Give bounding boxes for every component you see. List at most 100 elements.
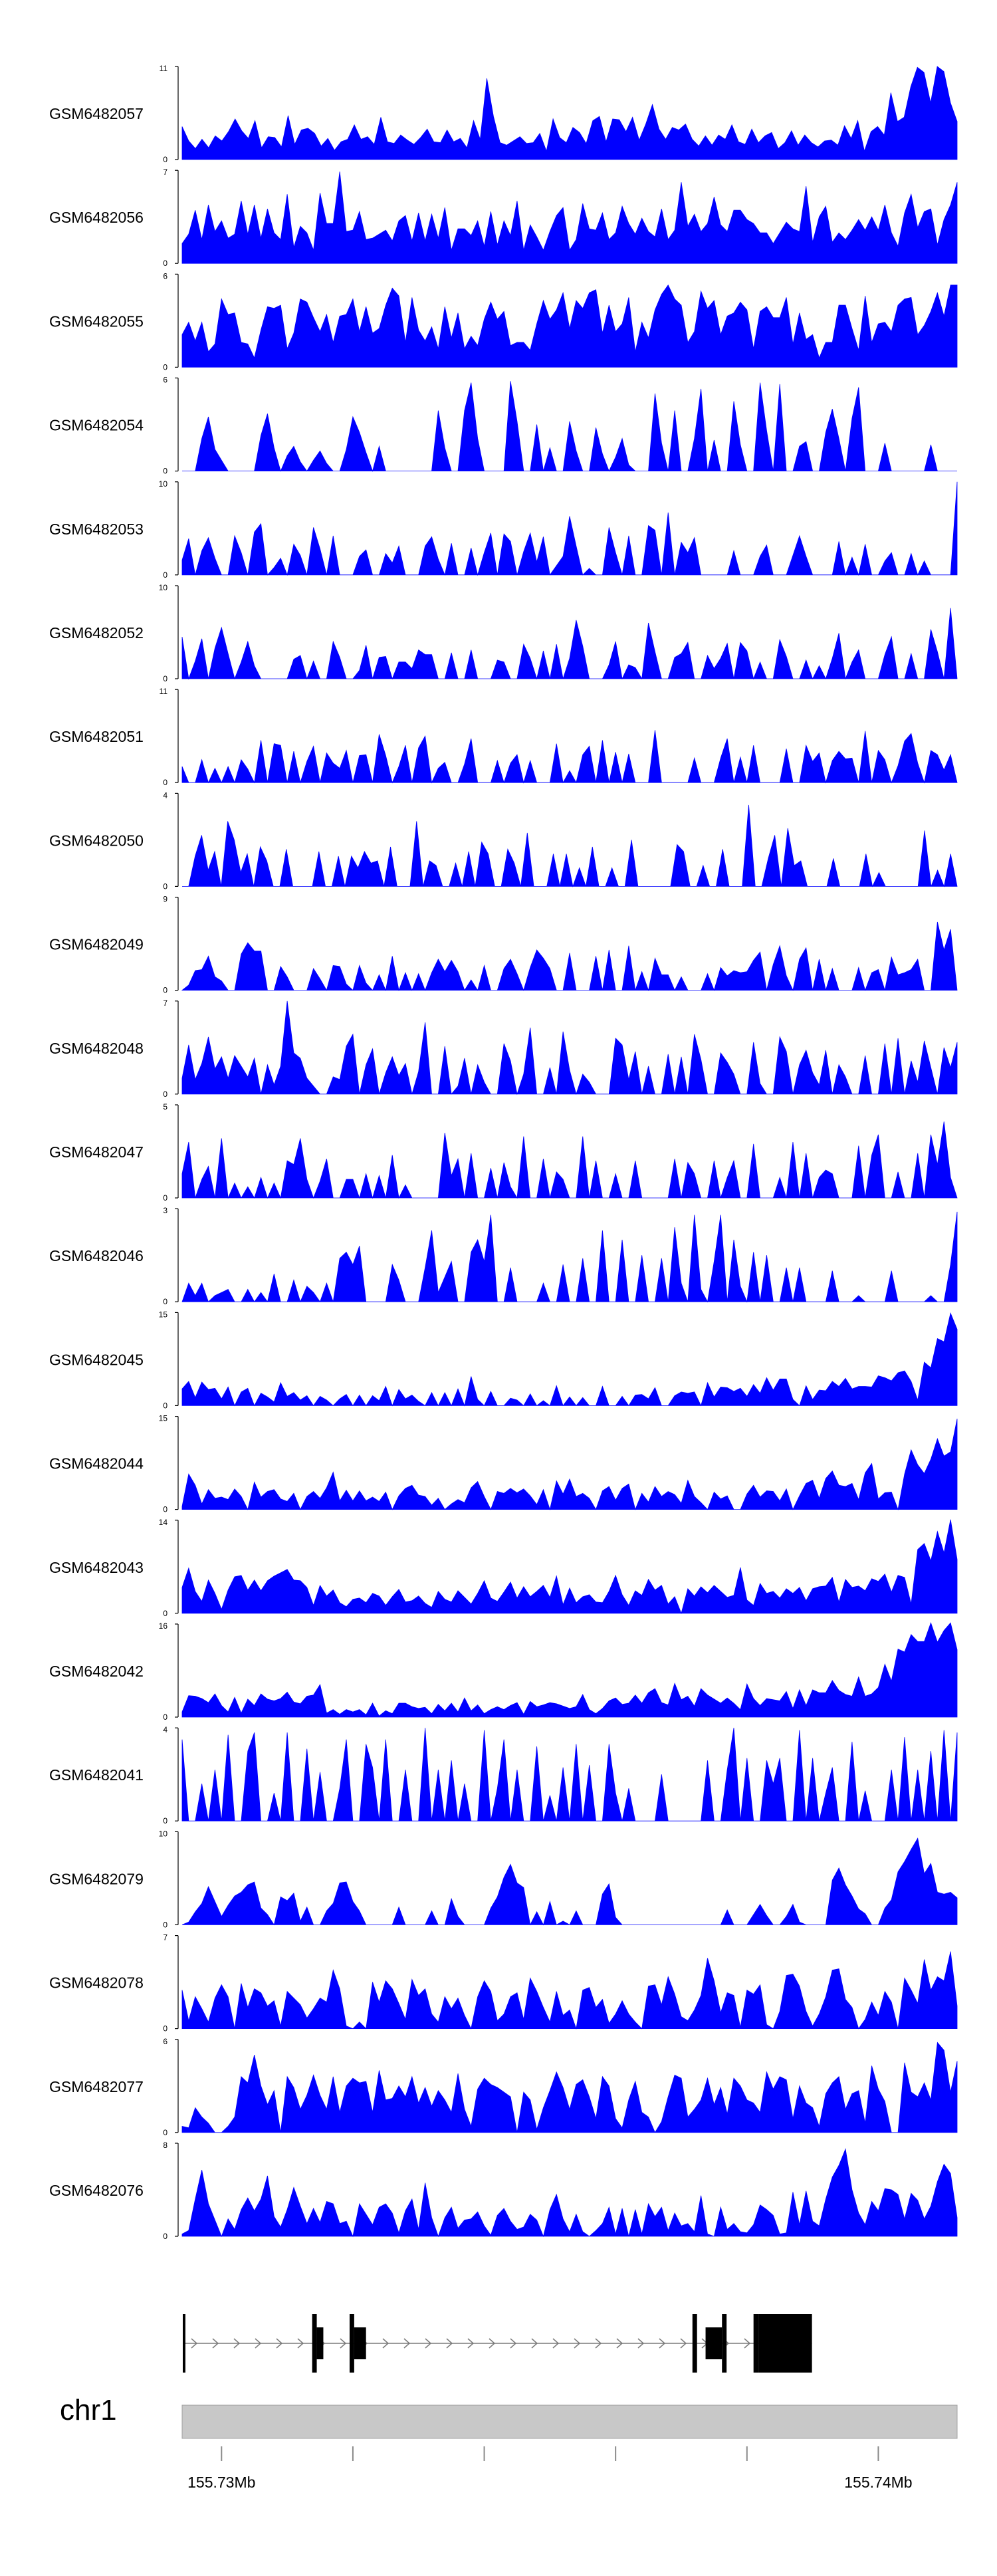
y-max-label: 14 — [159, 1518, 168, 1527]
exon-block — [692, 2314, 697, 2373]
chromosome-label: chr1 — [60, 2394, 117, 2426]
strand-arrow — [637, 2338, 645, 2349]
y-min-label: 0 — [163, 1505, 167, 1514]
y-max-label: 3 — [163, 1206, 167, 1215]
coverage-area — [181, 481, 958, 576]
coverage-track: GSM6482053 10 0 — [49, 479, 958, 580]
track-label: GSM6482051 — [49, 728, 144, 745]
strand-arrow — [659, 2338, 666, 2349]
track-label: GSM6482048 — [49, 1040, 144, 1057]
y-min-label: 0 — [163, 2128, 167, 2137]
strand-arrow — [212, 2338, 219, 2349]
y-min-label: 0 — [163, 259, 167, 268]
track-label: GSM6482077 — [49, 2078, 144, 2095]
coverage-area — [181, 1312, 958, 1407]
track-label: GSM6482041 — [49, 1766, 144, 1784]
strand-arrow — [510, 2338, 517, 2349]
track-label: GSM6482079 — [49, 1870, 144, 1887]
coverage-tracks: GSM6482057110GSM648205670GSM648205560GSM… — [49, 64, 958, 2241]
exon-block — [758, 2314, 812, 2373]
coverage-track: GSM6482052 10 0 — [49, 583, 958, 683]
strand-arrow — [382, 2338, 389, 2349]
coverage-track: GSM6482079 10 0 — [49, 1829, 958, 1929]
track-label: GSM6482054 — [49, 417, 144, 434]
y-min-label: 0 — [163, 1816, 167, 1825]
strand-arrow — [276, 2338, 283, 2349]
strand-arrow — [574, 2338, 581, 2349]
coverage-track: GSM6482047 5 0 — [49, 1102, 958, 1203]
genome-axis: 155.73Mb 155.74Mb — [187, 2446, 913, 2491]
track-label: GSM6482076 — [49, 2182, 144, 2199]
coverage-area — [181, 1211, 958, 1303]
exon-block — [753, 2314, 759, 2373]
y-min-label: 0 — [163, 1609, 167, 1618]
y-max-label: 5 — [163, 1102, 167, 1112]
strand-arrow — [531, 2338, 538, 2349]
coverage-track: GSM6482041 4 0 — [49, 1725, 958, 1825]
strand-arrow — [595, 2338, 602, 2349]
exon-block — [722, 2314, 727, 2373]
y-max-label: 9 — [163, 895, 167, 904]
strand-arrow — [297, 2338, 304, 2349]
track-label: GSM6482057 — [49, 105, 144, 122]
exon-block — [354, 2327, 366, 2359]
coverage-track: GSM6482043 14 0 — [49, 1518, 958, 1618]
coverage-area — [181, 1951, 958, 2030]
chromosome-ideogram: chr1 — [60, 2394, 958, 2439]
y-max-label: 8 — [163, 2141, 167, 2150]
track-label: GSM6482053 — [49, 521, 144, 538]
coverage-track: GSM6482057 11 0 — [49, 64, 958, 164]
coverage-area — [182, 381, 957, 472]
exon-block — [312, 2314, 317, 2373]
y-max-label: 6 — [163, 271, 167, 281]
strand-arrow — [552, 2338, 560, 2349]
track-label: GSM6482042 — [49, 1663, 144, 1680]
y-max-label: 16 — [159, 1621, 168, 1631]
coverage-track: GSM6482048 7 0 — [49, 998, 958, 1099]
y-min-label: 0 — [163, 155, 167, 164]
coverage-track: GSM6482055 6 0 — [49, 271, 958, 372]
coverage-area — [181, 1121, 958, 1199]
strand-arrow — [403, 2338, 411, 2349]
y-min-label: 0 — [163, 570, 167, 580]
coverage-area — [181, 1419, 958, 1511]
coverage-area — [181, 172, 958, 264]
coverage-track: GSM6482078 7 0 — [49, 1933, 958, 2034]
coverage-area — [181, 1000, 958, 1096]
exon-block — [182, 2314, 185, 2373]
y-min-label: 0 — [163, 1920, 167, 1929]
coverage-track: GSM6482077 6 0 — [49, 2037, 958, 2137]
y-max-label: 10 — [159, 479, 168, 489]
track-label: GSM6482050 — [49, 832, 144, 849]
track-label: GSM6482078 — [49, 1974, 144, 1992]
y-max-label: 4 — [163, 790, 167, 800]
y-max-label: 15 — [159, 1310, 168, 1319]
x-axis-tick-label: 155.74Mb — [844, 2474, 912, 2491]
coverage-area — [181, 1622, 958, 1718]
coverage-track: GSM6482049 9 0 — [49, 895, 958, 995]
y-min-label: 0 — [163, 1297, 167, 1306]
gene-model-track — [182, 2314, 812, 2373]
strand-arrow — [467, 2338, 475, 2349]
y-max-label: 11 — [160, 687, 168, 696]
strand-arrow — [233, 2338, 241, 2349]
y-min-label: 0 — [163, 881, 167, 891]
coverage-track: GSM6482042 16 0 — [49, 1621, 958, 1722]
y-min-label: 0 — [163, 467, 167, 476]
y-max-label: 15 — [159, 1414, 168, 1423]
coverage-track: GSM6482044 15 0 — [49, 1414, 958, 1514]
y-min-label: 0 — [163, 674, 167, 683]
y-max-label: 10 — [159, 1829, 168, 1838]
coverage-track: GSM6482076 8 0 — [49, 2141, 958, 2241]
chromosome-band — [181, 2404, 958, 2439]
exon-block — [705, 2327, 722, 2359]
track-label: GSM6482047 — [49, 1143, 144, 1161]
y-min-label: 0 — [163, 1401, 167, 1410]
coverage-area — [181, 608, 958, 680]
y-min-label: 0 — [163, 362, 167, 372]
track-label: GSM6482052 — [49, 624, 144, 642]
coverage-area — [181, 66, 958, 160]
y-min-label: 0 — [163, 1193, 167, 1203]
